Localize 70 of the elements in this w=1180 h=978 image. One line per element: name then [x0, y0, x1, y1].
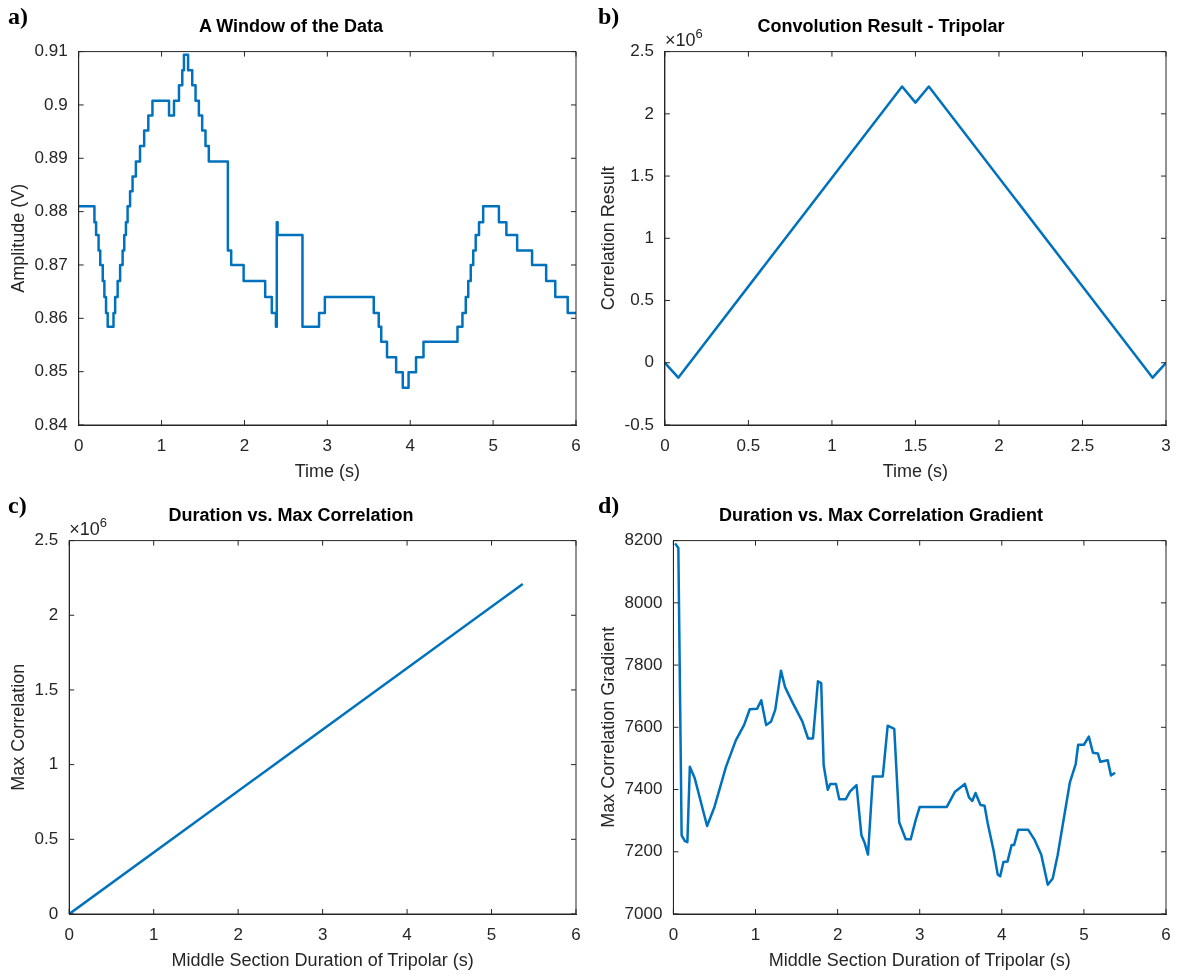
x-tick-label: 5	[488, 435, 498, 455]
text: b)	[598, 3, 620, 29]
text: c)	[8, 492, 27, 518]
x-tick-label: 2	[239, 435, 250, 455]
text: a)	[8, 3, 28, 29]
y-axis-title: Max Correlation	[7, 663, 28, 791]
y-tick-label: 0.84	[34, 414, 68, 434]
y-tick-label: 0.91	[34, 41, 68, 61]
chart-title: A Window of the Data	[198, 15, 385, 36]
x-tick-label: 1	[148, 924, 159, 944]
y-axis-title: Correlation Result	[597, 166, 618, 311]
chart-title: Convolution Result - Tripolar	[757, 15, 1005, 36]
chart-title: Duration vs. Max Correlation	[168, 504, 414, 525]
x-tick-label: 4	[402, 924, 412, 944]
x-tick-label: 3	[1161, 435, 1171, 455]
y-tick-label: 0.85	[34, 361, 68, 381]
x-tick-label: 2	[994, 435, 1004, 455]
y-tick-label: 7400	[624, 779, 663, 799]
x-tick-label: 5	[1079, 924, 1089, 944]
y-tick-label: 1.5	[34, 679, 59, 699]
x-tick-label: 0	[668, 924, 679, 944]
x-tick-label: 1.5	[903, 435, 928, 455]
y-tick-label: 2	[644, 103, 654, 123]
y-axis-title: Max Correlation Gradient	[597, 626, 618, 828]
y-tick-label: 8000	[624, 592, 663, 612]
x-tick-label: 1	[750, 924, 761, 944]
x-tick-label: 0	[73, 435, 84, 455]
y-tick-label: 0.86	[34, 308, 68, 327]
y-tick-label: 7800	[624, 654, 663, 674]
y-tick-label: 8200	[624, 530, 663, 550]
y-axis-title: Amplitude (V)	[7, 183, 28, 293]
y-tick-label: 1	[48, 754, 59, 774]
y-tick-label: 0	[644, 352, 654, 372]
x-tick-label: 6	[1161, 924, 1171, 944]
y-tick-label: 7600	[624, 716, 663, 736]
y-tick-label: -0.5	[624, 414, 654, 434]
text: d)	[598, 492, 620, 518]
x-axis-title: Middle Section Duration of Tripolar (s)	[768, 950, 1071, 971]
x-axis-title: Middle Section Duration of Tripolar (s)	[171, 950, 474, 971]
x-tick-label: 4	[997, 924, 1007, 944]
y-tick-label: 1	[644, 227, 654, 247]
y-tick-label: 7200	[624, 841, 663, 861]
y-tick-label: 0	[48, 903, 59, 923]
y-tick-label: 0.87	[34, 254, 68, 274]
x-axis-title: Time (s)	[882, 461, 949, 482]
x-tick-label: 6	[571, 924, 581, 944]
y-tick-label: 0.9	[44, 94, 68, 114]
x-tick-label: 3	[317, 924, 328, 944]
y-tick-label: 7000	[624, 903, 663, 923]
y-tick-label: 2	[48, 604, 59, 624]
x-tick-label: 6	[571, 435, 581, 455]
y-tick-label: 0.5	[34, 829, 59, 849]
x-tick-label: 0.5	[736, 435, 761, 455]
y-tick-label: 2.5	[630, 41, 654, 61]
x-axis-title: Time (s)	[294, 461, 361, 482]
y-tick-label: 0.5	[630, 290, 654, 310]
chart-title: Duration vs. Max Correlation Gradient	[718, 504, 1044, 525]
y-tick-label: 0.88	[34, 201, 68, 221]
y-tick-label: 0.89	[34, 147, 68, 167]
x-tick-label: 2	[832, 924, 843, 944]
x-tick-label: 3	[914, 924, 925, 944]
x-tick-label: 5	[486, 924, 497, 944]
x-tick-label: 2.5	[1070, 435, 1095, 455]
x-tick-label: 2	[233, 924, 243, 944]
y-tick-label: 1.5	[630, 165, 654, 185]
y-tick-label: 2.5	[34, 530, 59, 550]
x-tick-label: 3	[322, 435, 333, 455]
x-tick-label: 1	[827, 435, 837, 455]
x-tick-label: 4	[405, 435, 415, 455]
x-tick-label: 1	[156, 435, 167, 455]
